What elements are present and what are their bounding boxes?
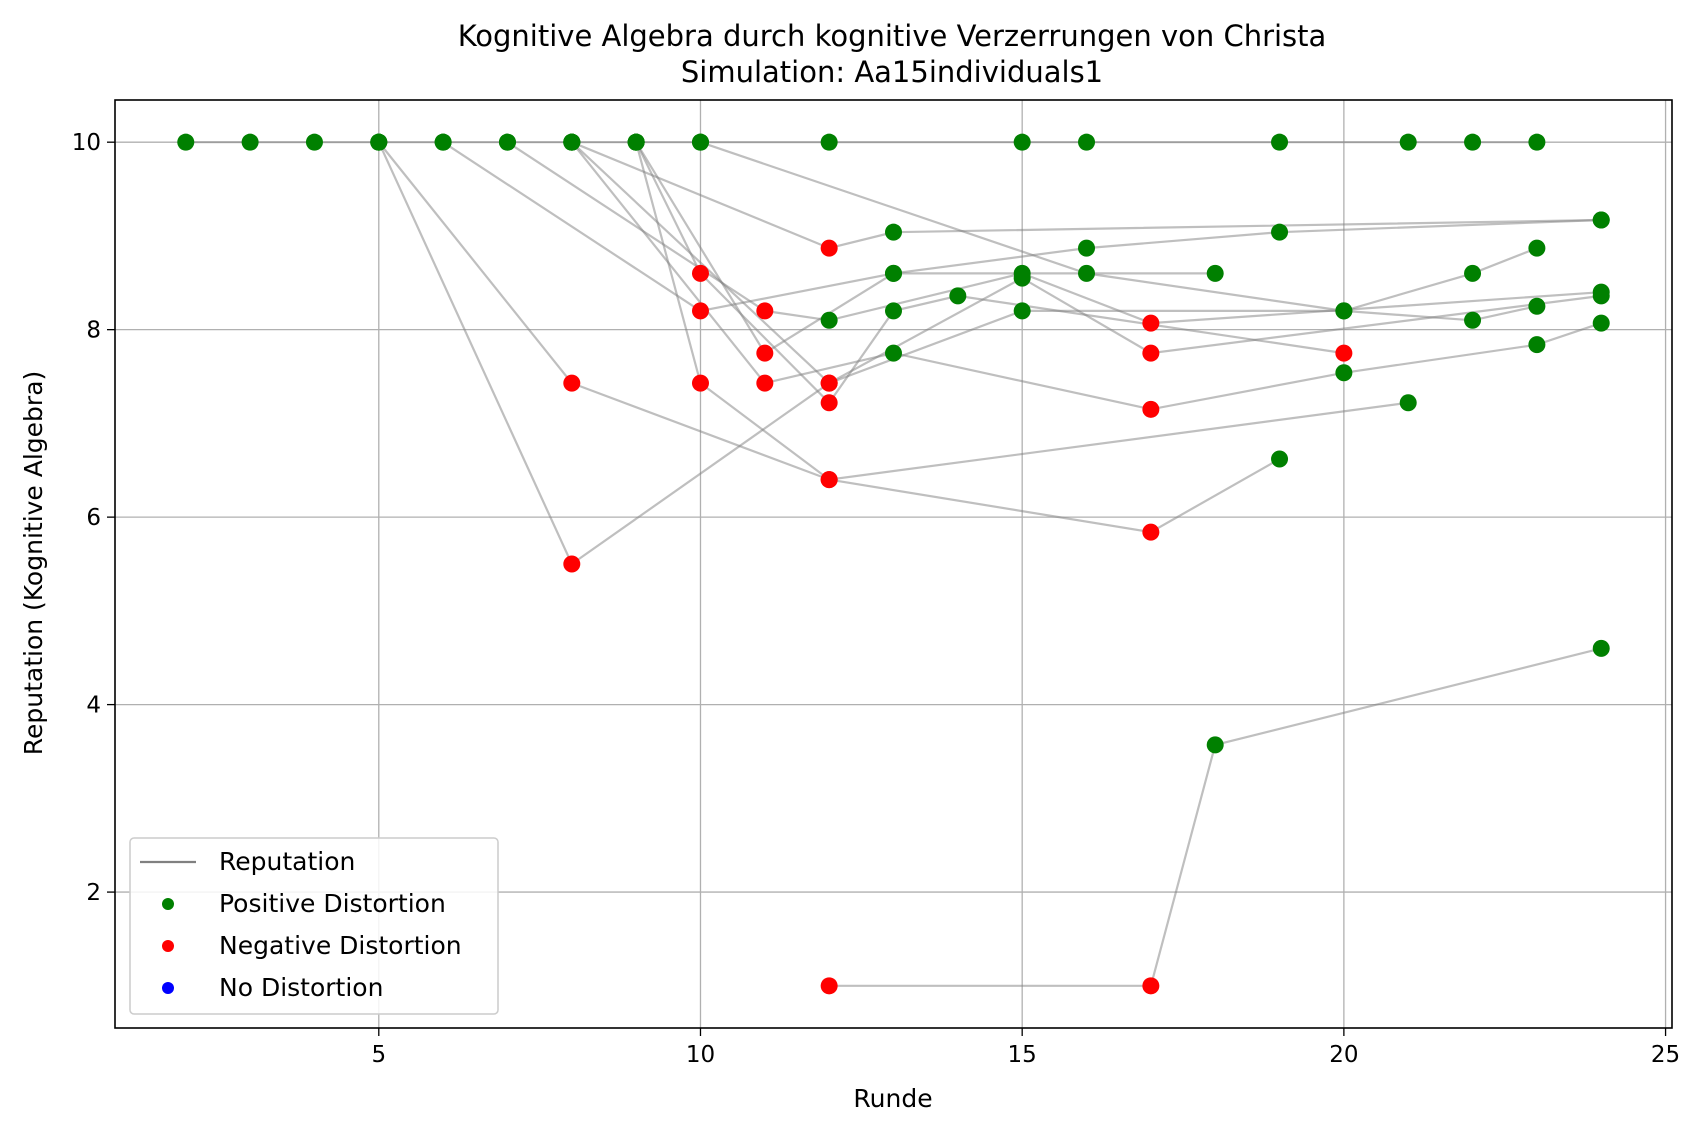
- positive-distortion-point: [885, 264, 902, 282]
- x-tick-label: 10: [686, 1042, 715, 1068]
- negative-distortion-point: [691, 302, 709, 320]
- positive-distortion-point: [1464, 264, 1482, 282]
- positive-distortion-point: [1271, 133, 1289, 151]
- positive-distortion-point: [1271, 223, 1289, 241]
- y-tick-label: 2: [86, 880, 101, 906]
- negative-distortion-point: [820, 394, 838, 412]
- x-tick-label: 15: [1008, 1042, 1037, 1068]
- positive-distortion-point: [1206, 264, 1224, 282]
- positive-distortion-point: [1592, 314, 1610, 332]
- positive-distortion-point: [885, 223, 902, 241]
- positive-distortion-point: [434, 133, 452, 151]
- positive-distortion-point: [1013, 264, 1031, 282]
- x-tick-label: 25: [1651, 1042, 1680, 1068]
- axis-ticks: 5 10 15 20 25 2 4 6 8 10: [72, 130, 1680, 1068]
- negative-distortion-point: [820, 374, 838, 392]
- reputation-line: [829, 647, 1602, 987]
- negative-distortion-point: [756, 344, 774, 362]
- legend-label-positive: Positive Distortion: [219, 889, 446, 918]
- positive-distortion-point: [1592, 211, 1610, 229]
- reputation-line: [442, 141, 1216, 313]
- reputation-line: [571, 141, 1602, 250]
- legend-positive-dot: [162, 898, 174, 910]
- legend-label-negative: Negative Distortion: [219, 931, 462, 960]
- positive-distortion-point: [1078, 239, 1096, 257]
- positive-distortion-point: [1399, 133, 1417, 151]
- reputation-line: [571, 141, 1538, 385]
- negative-distortion-point: [1142, 344, 1160, 362]
- y-axis-label: Reputation (Kognitive Algebra): [19, 371, 48, 756]
- negative-distortion-point: [756, 302, 774, 320]
- positive-distortion-point: [1078, 133, 1096, 151]
- positive-distortion-point: [241, 133, 259, 151]
- legend-label-none: No Distortion: [219, 973, 383, 1002]
- negative-distortion-point: [1335, 344, 1353, 362]
- positive-distortion-point: [885, 344, 902, 362]
- positive-distortion-point: [949, 287, 967, 305]
- positive-distortion-point: [563, 133, 581, 151]
- x-axis-label: Runde: [853, 1084, 932, 1113]
- negative-distortion-point: [820, 977, 838, 995]
- positive-distortion-point: [498, 133, 516, 151]
- positive-distortion-point: [820, 311, 838, 329]
- positive-distortion-point: [1078, 264, 1096, 282]
- chart-title: Kognitive Algebra durch kognitive Verzer…: [458, 19, 1327, 53]
- positive-distortion-point: [627, 133, 645, 151]
- positive-distortion-point: [1399, 394, 1417, 412]
- negative-distortion-point: [1142, 314, 1160, 332]
- reputation-line: [635, 141, 1602, 355]
- legend-frame: [129, 837, 499, 1015]
- positive-distortion-point: [1528, 336, 1546, 354]
- y-tick-label: 4: [86, 693, 101, 719]
- positive-distortion-point: [1592, 639, 1610, 657]
- reputation-line: [635, 141, 1409, 481]
- positive-distortion-point: [177, 133, 195, 151]
- positive-distortion-point: [1335, 364, 1353, 382]
- positive-distortion-point: [1592, 283, 1610, 301]
- legend-label-reputation: Reputation: [219, 847, 355, 876]
- negative-distortion-point: [1142, 400, 1160, 418]
- legend-none-dot: [162, 982, 174, 994]
- negative-distortion-point: [1142, 977, 1160, 995]
- legend: Reputation Positive Distortion Negative …: [129, 837, 499, 1015]
- negative-distortion-point: [820, 239, 838, 257]
- legend-negative-dot: [162, 940, 174, 952]
- positive-distortion-point: [1013, 133, 1031, 151]
- positive-distortion-point: [1528, 297, 1546, 315]
- positive-distortion-point: [820, 133, 838, 151]
- data-points: [177, 133, 1610, 995]
- negative-distortion-point: [691, 264, 709, 282]
- y-tick-label: 6: [86, 505, 101, 531]
- negative-distortion-point: [820, 471, 838, 489]
- positive-distortion-point: [1335, 302, 1353, 320]
- positive-distortion-point: [885, 302, 902, 320]
- positive-distortion-point: [1271, 450, 1289, 468]
- negative-distortion-point: [691, 374, 709, 392]
- negative-distortion-point: [756, 374, 774, 392]
- negative-distortion-point: [563, 555, 581, 573]
- x-tick-label: 20: [1329, 1042, 1358, 1068]
- plot-frame: [114, 99, 1673, 1029]
- negative-distortion-point: [1142, 523, 1160, 541]
- y-tick-label: 10: [72, 130, 101, 156]
- positive-distortion-point: [1206, 736, 1224, 754]
- positive-distortion-point: [1528, 239, 1546, 257]
- positive-distortion-point: [1528, 133, 1546, 151]
- positive-distortion-point: [691, 133, 709, 151]
- positive-distortion-point: [1013, 302, 1031, 320]
- x-tick-label: 5: [371, 1042, 386, 1068]
- positive-distortion-point: [370, 133, 388, 151]
- positive-distortion-point: [1464, 311, 1482, 329]
- reputation-line: [377, 141, 1602, 566]
- positive-distortion-point: [1464, 133, 1482, 151]
- y-tick-label: 8: [86, 318, 101, 344]
- chart-subtitle: Simulation: Aa15individuals1: [681, 55, 1103, 89]
- negative-distortion-point: [563, 374, 581, 392]
- positive-distortion-point: [305, 133, 323, 151]
